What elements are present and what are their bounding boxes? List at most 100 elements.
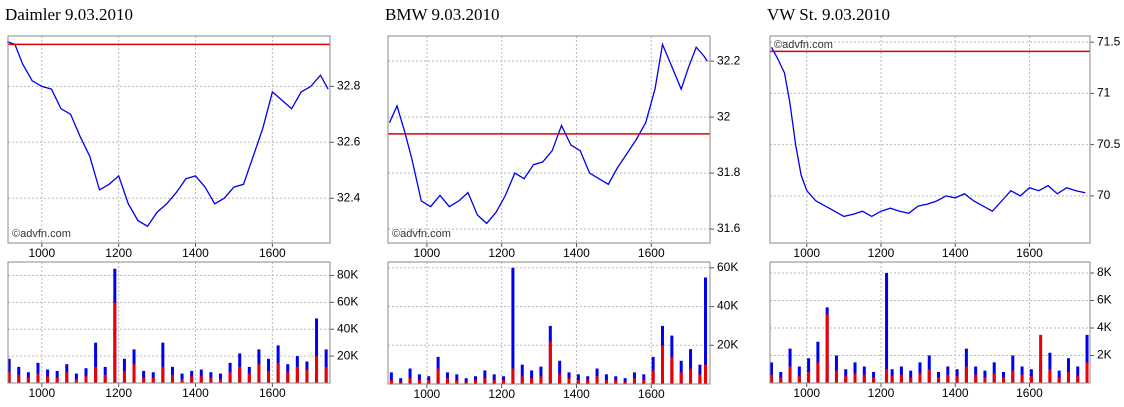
y-tick-label: 40K <box>337 321 358 335</box>
volume-bar <box>417 374 421 384</box>
volume-bar <box>132 364 136 383</box>
y-tick-label: 71 <box>1097 86 1111 100</box>
x-tick-label: 1600 <box>1016 386 1043 400</box>
volume-bar <box>389 380 393 384</box>
volume-bar <box>679 372 683 384</box>
volume-bar <box>576 374 580 384</box>
volume-bar <box>964 366 968 383</box>
volume-bar <box>661 345 665 384</box>
plot-frame <box>769 261 1091 384</box>
volume-bar <box>974 374 978 383</box>
plot-frame <box>387 35 711 244</box>
x-tick-label: 1000 <box>414 387 441 401</box>
volume-bar <box>483 378 487 384</box>
watermark: ©advfn.com <box>392 228 451 240</box>
chart-title: BMW 9.03.2010 <box>385 5 499 24</box>
volume-bar <box>464 382 468 384</box>
volume-bar <box>530 378 534 384</box>
y-tick-label: 4K <box>1097 320 1112 334</box>
volume-bar <box>595 376 599 384</box>
y-tick-label: 32.6 <box>337 134 361 148</box>
volume-bar <box>36 362 40 383</box>
y-tick-label: 32.4 <box>337 190 361 204</box>
volume-bar <box>651 370 655 384</box>
volume-bar <box>797 366 801 383</box>
volume-bar <box>539 376 543 384</box>
volume-bar <box>74 378 78 383</box>
volume-bar <box>408 368 412 384</box>
volume-bar <box>315 318 319 383</box>
volume-bar <box>1057 370 1061 383</box>
volume-bar <box>65 372 69 383</box>
volume-bar <box>1011 370 1015 383</box>
volume-bar <box>218 373 222 383</box>
volume-bar <box>1048 352 1052 383</box>
volume-bar <box>955 376 959 383</box>
volume-bar <box>623 378 627 384</box>
x-tick-label: 1200 <box>488 387 515 401</box>
volume-bar <box>1085 362 1089 383</box>
volume-bar <box>511 368 515 384</box>
volume-bar <box>853 362 857 383</box>
volume-bar <box>257 364 261 383</box>
volume-bar <box>511 267 515 384</box>
plot-frame <box>7 35 331 244</box>
watermark: ©advfn.com <box>774 39 833 51</box>
volume-bar <box>797 376 801 383</box>
volume-bar <box>890 376 894 383</box>
price-line <box>6 40 329 228</box>
volume-bar <box>1066 358 1070 383</box>
volume-bar <box>36 373 40 383</box>
volume-bar <box>399 382 403 384</box>
x-tick-label: 1200 <box>105 246 132 260</box>
plot-area <box>8 36 330 243</box>
y-tick-label: 70 <box>1097 188 1111 202</box>
x-tick-label: 1600 <box>638 246 665 260</box>
volume-bar <box>94 366 98 383</box>
volume-bar <box>623 382 627 384</box>
x-tick-label: 1400 <box>563 246 590 260</box>
x-tick-label: 1600 <box>259 386 286 400</box>
y-tick-label: 70.5 <box>1097 137 1121 151</box>
volume-bar <box>180 378 184 383</box>
volume-bar <box>464 378 468 384</box>
volume-bar <box>918 362 922 383</box>
volume-bar <box>142 377 146 383</box>
volume-bar <box>576 380 580 384</box>
volume-bar <box>642 374 646 384</box>
x-tick-label: 1000 <box>414 246 441 260</box>
y-tick-label: 20K <box>717 337 738 351</box>
x-tick-label: 1000 <box>793 386 820 400</box>
y-tick-label: 2K <box>1097 348 1112 362</box>
volume-bar <box>909 377 913 383</box>
plot-frame <box>7 261 331 384</box>
y-tick-label: 8K <box>1097 265 1112 279</box>
volume-bar <box>492 380 496 384</box>
volume-bar <box>614 380 618 384</box>
volume-bar <box>142 370 146 383</box>
volume-bar <box>558 360 562 384</box>
volume-bar <box>180 373 184 383</box>
x-tick-label: 1000 <box>28 246 55 260</box>
volume-bar <box>502 380 506 384</box>
volume-bar <box>417 380 421 384</box>
plot-frame <box>769 35 1091 244</box>
volume-bar <box>94 342 98 383</box>
x-tick-label: 1600 <box>259 246 286 260</box>
volume-bar <box>170 374 174 383</box>
volume-bar <box>946 374 950 383</box>
volume-bar <box>455 374 459 384</box>
plot-area <box>388 36 710 243</box>
volume-bar <box>937 377 941 383</box>
volume-bar <box>267 370 271 383</box>
volume-bar <box>161 342 165 383</box>
volume-bar <box>74 373 78 383</box>
volume-bar <box>1039 334 1043 383</box>
volume-bar <box>161 366 165 383</box>
x-tick-label: 1200 <box>868 386 895 400</box>
volume-bar <box>689 368 693 384</box>
volume-bar <box>286 372 290 383</box>
x-tick-label: 1600 <box>1016 246 1043 260</box>
volume-bar <box>1029 376 1033 383</box>
